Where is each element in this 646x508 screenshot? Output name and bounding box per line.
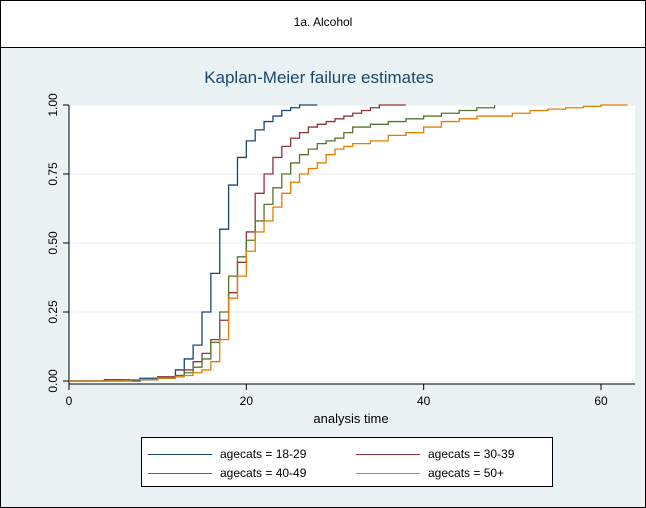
plot-area bbox=[69, 105, 635, 384]
legend-label: agecats = 50+ bbox=[428, 466, 505, 480]
y-tick-label: 0.00 bbox=[46, 369, 60, 393]
x-axis-label: analysis time bbox=[313, 411, 388, 426]
axes: 0.00 0.25 0.50 0.75 1.00 0 20 40 60 bbox=[46, 93, 635, 408]
legend-item-18-29: agecats = 18-29 bbox=[148, 446, 306, 462]
legend-swatch bbox=[148, 472, 212, 474]
series-line-2 bbox=[69, 104, 406, 382]
legend-item-30-39: agecats = 30-39 bbox=[356, 446, 514, 462]
legend-swatch bbox=[356, 472, 420, 474]
x-tick-label: 40 bbox=[417, 394, 431, 408]
y-tick-label: 0.25 bbox=[46, 300, 60, 324]
page-title: 1a. Alcohol bbox=[1, 1, 645, 48]
chart-title: Kaplan-Meier failure estimates bbox=[204, 68, 434, 87]
x-tick-label: 20 bbox=[240, 394, 254, 408]
x-tick-label: 60 bbox=[594, 394, 608, 408]
y-tick-label: 0.50 bbox=[46, 231, 60, 255]
legend-item-50plus: agecats = 50+ bbox=[356, 465, 504, 481]
legend-swatch bbox=[148, 453, 212, 455]
legend-label: agecats = 40-49 bbox=[220, 466, 307, 480]
series-line-4 bbox=[69, 104, 628, 382]
grid-lines bbox=[69, 104, 635, 382]
y-tick-label: 0.75 bbox=[46, 162, 60, 186]
legend-swatch bbox=[356, 453, 420, 455]
legend-item-40-49: agecats = 40-49 bbox=[148, 465, 306, 481]
series-lines bbox=[69, 104, 628, 382]
legend: agecats = 18-29 agecats = 30-39 agecats … bbox=[141, 437, 553, 487]
series-line-1 bbox=[69, 104, 318, 382]
y-tick-label: 1.00 bbox=[46, 93, 60, 117]
legend-label: agecats = 18-29 bbox=[220, 447, 307, 461]
x-tick-label: 0 bbox=[66, 394, 73, 408]
series-line-3 bbox=[69, 105, 496, 382]
legend-label: agecats = 30-39 bbox=[428, 447, 515, 461]
